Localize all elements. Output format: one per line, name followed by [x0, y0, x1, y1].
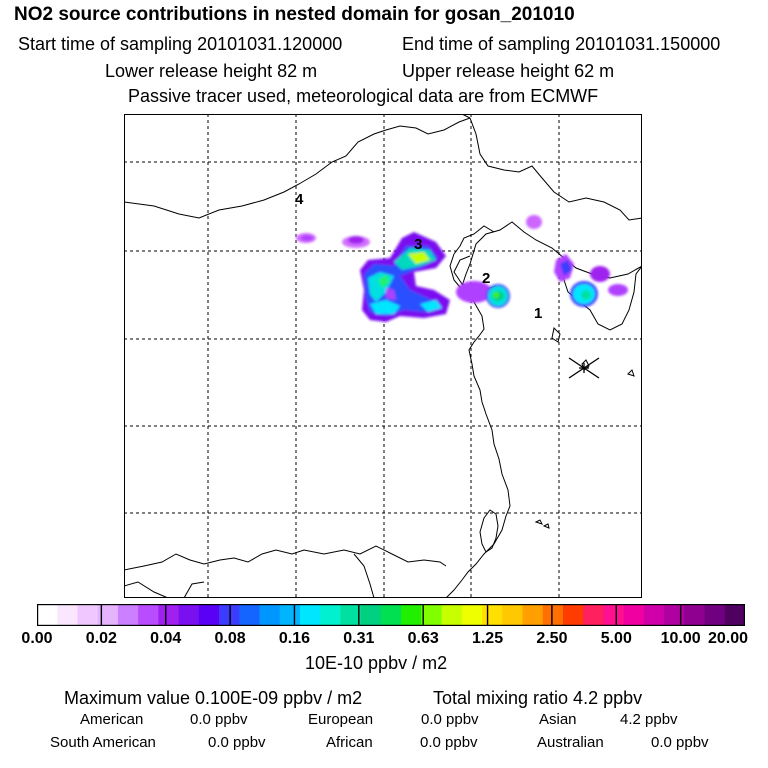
colorbar-cell	[279, 604, 301, 626]
colorbar-tick-label: 20.00	[707, 630, 749, 647]
colorbar-tick-label: 5.00	[600, 630, 632, 647]
colorbar-cell	[360, 604, 382, 626]
colorbar-tick-label: 0.08	[214, 630, 246, 647]
colorbar-cell	[259, 604, 281, 626]
tracer-note: Passive tracer used, meteorological data…	[128, 86, 599, 106]
colorbar-cell	[340, 604, 362, 626]
colorbar-cell	[299, 604, 321, 626]
colorbar-cell	[643, 604, 665, 626]
colorbar-cell	[37, 604, 58, 626]
region-value-south-american: 0.0 ppbv	[208, 734, 266, 751]
colorbar-cell	[441, 604, 463, 626]
concentration-plumes	[296, 215, 628, 322]
colorbar-tick-label: 1.25	[471, 630, 504, 647]
colorbar-cell	[117, 604, 139, 626]
region-name-american: American	[80, 711, 144, 728]
colorbar-cell	[522, 604, 544, 626]
plot-title: NO2 source contributions in nested domai…	[14, 4, 575, 25]
colorbar	[37, 604, 745, 626]
colorbar-tick-label: 2.50	[536, 630, 568, 647]
total-mixing-ratio: Total mixing ratio 4.2 ppbv	[433, 688, 643, 708]
colorbar-cell	[704, 604, 726, 626]
region-label-3: 3	[414, 236, 422, 253]
source-contribution-map: 1 2 3 4	[124, 114, 642, 598]
colorbar-cell	[320, 604, 342, 626]
colorbar-tick-label: 0.04	[150, 630, 182, 647]
end-time-label: End time of sampling 20101031.150000	[402, 34, 721, 54]
region-name-european: European	[308, 711, 374, 728]
region-value-american: 0.0 ppbv	[190, 711, 248, 728]
colorbar-cell	[583, 604, 604, 626]
colorbar-tick-label: 0.02	[85, 630, 117, 647]
colorbar-cell	[421, 604, 443, 626]
region-label-4: 4	[295, 191, 304, 208]
upper-release-label: Upper release height 62 m	[402, 61, 615, 81]
colorbar-cell	[138, 604, 159, 626]
colorbar-tick-label: 0.31	[343, 630, 375, 647]
region-labels: 1 2 3 4	[295, 191, 542, 322]
colorbar-cell	[178, 604, 200, 626]
colorbar-cell	[57, 604, 79, 626]
colorbar-cell	[684, 604, 706, 626]
asterisk-icon	[568, 357, 600, 379]
colorbar-cell	[724, 604, 745, 626]
colorbar-cell	[97, 604, 119, 626]
colorbar-cell	[562, 604, 584, 626]
colorbar-cell	[77, 604, 99, 626]
colorbar-tick-label: 0.00	[21, 630, 53, 647]
colorbar-units: 10E-10 ppbv / m2	[305, 653, 448, 673]
lower-release-label: Lower release height 82 m	[105, 61, 318, 81]
colorbar-cell	[623, 604, 645, 626]
region-value-australian: 0.0 ppbv	[651, 734, 709, 751]
region-name-african: African	[326, 734, 373, 751]
region-value-european: 0.0 ppbv	[421, 711, 479, 728]
colorbar-cell	[380, 604, 402, 626]
colorbar-tick-label: 0.63	[407, 630, 439, 647]
start-time-label: Start time of sampling 20101031.120000	[18, 34, 343, 54]
colorbar-cell	[198, 604, 220, 626]
colorbar-tick-label: 10.00	[660, 630, 701, 647]
max-value: Maximum value 0.100E-09 ppbv / m2	[64, 688, 363, 708]
region-value-asian: 4.2 ppbv	[620, 711, 678, 728]
colorbar-cell	[401, 604, 422, 626]
colorbar-cell	[603, 604, 625, 626]
region-label-1: 1	[534, 305, 542, 322]
colorbar-cell	[664, 604, 685, 626]
colorbar-cell	[482, 604, 503, 626]
map-gridlines	[124, 114, 642, 598]
colorbar-cell	[502, 604, 524, 626]
region-name-asian: Asian	[539, 711, 577, 728]
colorbar-cell	[158, 604, 180, 626]
region-value-african: 0.0 ppbv	[420, 734, 478, 751]
colorbar-cell	[239, 604, 261, 626]
region-name-south-american: South American	[50, 734, 156, 751]
region-name-australian: Australian	[537, 734, 604, 751]
colorbar-cell	[542, 604, 564, 626]
region-label-2: 2	[482, 270, 490, 287]
colorbar-cell	[461, 604, 483, 626]
colorbar-tick-label: 0.16	[278, 630, 311, 647]
